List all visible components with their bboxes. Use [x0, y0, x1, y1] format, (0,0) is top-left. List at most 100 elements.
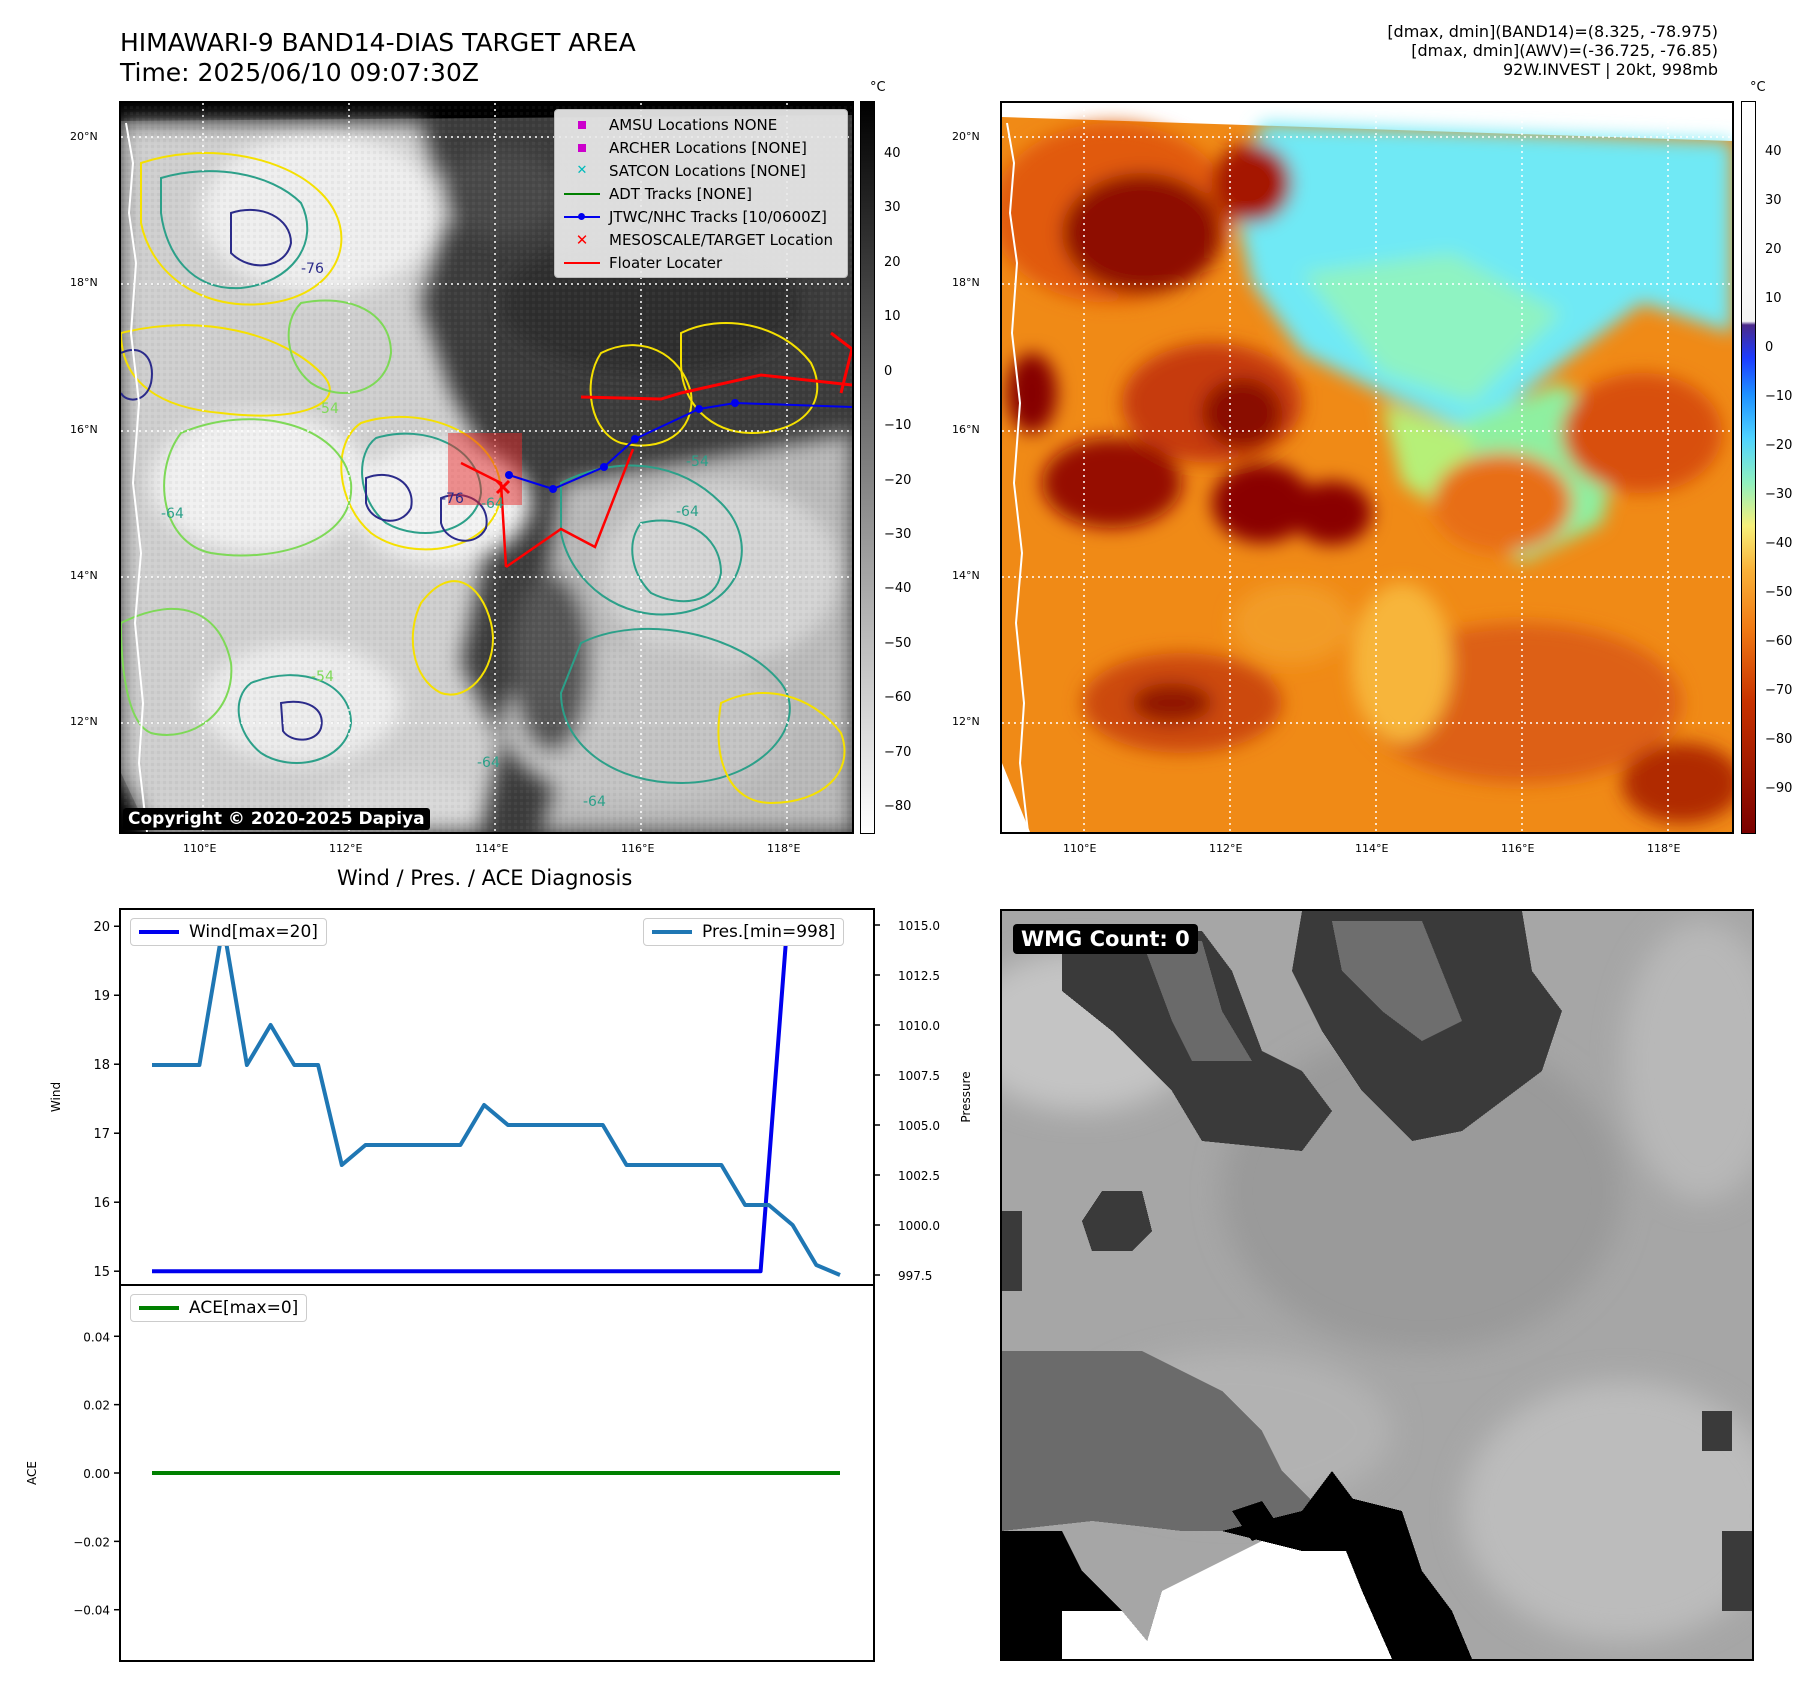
colorbar-tick: −60	[884, 690, 912, 705]
lat-tick: 12°N	[952, 715, 980, 728]
lat-tick: 14°N	[70, 569, 98, 582]
colorbar-tick: −40	[884, 581, 912, 596]
lat-tick: 14°N	[952, 569, 980, 582]
lat-tick: 20°N	[952, 130, 980, 143]
floater-locater-line	[580, 373, 852, 401]
colorbar-tick: −90	[1765, 781, 1793, 796]
ace-line-swatch-icon	[139, 1306, 179, 1310]
pressure-legend-label: Pres.[min=998]	[702, 922, 836, 942]
contour-label: -64	[477, 755, 500, 771]
wind-axis-label: Wind	[49, 1082, 63, 1112]
wmg-count-label: WMG Count: 0	[1013, 924, 1198, 954]
jtwc-track-points	[505, 399, 739, 493]
legend-label: ADT Tracks [NONE]	[609, 184, 753, 203]
wind-legend: Wind[max=20]	[130, 918, 327, 946]
wind-tick-label: 19	[93, 989, 110, 1004]
awv-stats: [dmax, dmin](AWV)=(-36.725, -76.85)	[1411, 41, 1718, 60]
wind-tick-label: 18	[93, 1058, 110, 1073]
lon-tick: 112°E	[1209, 842, 1243, 855]
colorbar-tick: −30	[1765, 487, 1793, 502]
contour-label: -64	[481, 496, 504, 512]
right-colorbar	[1741, 101, 1756, 834]
lon-tick: 112°E	[329, 842, 363, 855]
ace-legend: ACE[max=0]	[130, 1294, 308, 1322]
colorbar-tick: 0	[1765, 340, 1774, 355]
right-colorbar-unit: °C	[1750, 80, 1766, 95]
legend-item-satcon: ✕ SATCON Locations [NONE]	[555, 159, 847, 182]
wind-line-swatch-icon	[139, 930, 179, 934]
colorbar-tick: 0	[884, 364, 893, 379]
wind-series-line	[152, 924, 840, 1274]
ace-tick-label: 0.00	[83, 1467, 110, 1481]
wind-tick-label: 15	[93, 1265, 110, 1280]
pressure-tick-label: 1002.5	[898, 1169, 940, 1183]
lat-tick: 12°N	[70, 715, 98, 728]
series-lines	[152, 923, 841, 1475]
colorbar-tick: 10	[884, 309, 901, 324]
stats-block: [dmax, dmin](BAND14)=(8.325, -78.975) [d…	[1387, 22, 1718, 79]
contour-label: -76	[441, 491, 464, 507]
contour-label: -76	[301, 261, 324, 277]
line-icon	[563, 261, 601, 264]
pressure-tick-label: 1012.5	[898, 969, 940, 983]
contour-labels: -76 -64 -54 -64 -54 -64 -64 -54 -76 -64	[161, 261, 709, 810]
copyright-label: Copyright © 2020-2025 Dapiya	[123, 808, 430, 830]
pressure-tick-label: 1005.0	[898, 1119, 940, 1133]
legend-item-adt: ADT Tracks [NONE]	[555, 182, 847, 205]
left-colorbar	[860, 101, 875, 834]
wind-pressure-axes	[119, 908, 875, 1286]
legend-label: SATCON Locations [NONE]	[609, 161, 806, 180]
contour-label: -54	[311, 669, 334, 685]
lon-tick: 116°E	[621, 842, 655, 855]
pressure-series-line	[152, 923, 841, 1277]
contour-label: -54	[686, 454, 709, 470]
colorbar-tick: 20	[1765, 242, 1782, 257]
wmg-panel: WMG Count: 0	[1000, 909, 1754, 1661]
timestamp: Time: 2025/06/10 09:07:30Z	[120, 58, 479, 87]
pressure-axis-label: Pressure	[959, 1071, 973, 1122]
lon-tick: 118°E	[767, 842, 801, 855]
colorbar-tick: −50	[1765, 585, 1793, 600]
ace-legend-label: ACE[max=0]	[189, 1298, 299, 1318]
lon-tick: 114°E	[1355, 842, 1389, 855]
page-title: HIMAWARI-9 BAND14-DIAS TARGET AREA	[120, 28, 636, 57]
pressure-tick-label: 1000.0	[898, 1219, 940, 1233]
colorbar-tick: −20	[884, 473, 912, 488]
colorbar-tick: −40	[1765, 536, 1793, 551]
contour-label: -64	[676, 504, 699, 520]
colorbar-tick: 40	[1765, 144, 1782, 159]
lon-tick: 114°E	[475, 842, 509, 855]
square-marker-icon	[563, 120, 601, 129]
wind-yticks: 15 16 17 18 19 20	[93, 920, 120, 1280]
awv-map	[1000, 101, 1734, 834]
colorbar-tick: −80	[884, 799, 912, 814]
colorbar-tick: −10	[884, 418, 912, 433]
colorbar-tick: 30	[884, 200, 901, 215]
legend-item-archer: ARCHER Locations [NONE]	[555, 136, 847, 159]
colorbar-tick: −70	[1765, 683, 1793, 698]
wmg-imagery	[1002, 911, 1752, 1659]
pressure-tick-label: 1010.0	[898, 1019, 940, 1033]
ace-tick-label: 0.04	[83, 1330, 110, 1344]
colorbar-tick: −50	[884, 636, 912, 651]
lat-tick: 20°N	[70, 130, 98, 143]
awv-imagery	[1002, 103, 1732, 832]
map-gridlines	[121, 103, 852, 832]
line-dot-icon	[563, 213, 601, 220]
ace-axis-label: ACE	[25, 1461, 39, 1485]
legend-label: MESOSCALE/TARGET Location	[609, 230, 834, 249]
pressure-tick-label: 997.5	[898, 1269, 932, 1283]
legend-item-mesoscale: ✕ MESOSCALE/TARGET Location	[555, 228, 847, 251]
legend-item-amsu: AMSU Locations NONE	[555, 113, 847, 136]
legend-label: Floater Locater	[609, 253, 723, 272]
wind-tick-label: 20	[93, 920, 110, 935]
legend-item-floater: Floater Locater	[555, 251, 847, 274]
legend-label: AMSU Locations NONE	[609, 115, 778, 134]
band14-stats: [dmax, dmin](BAND14)=(8.325, -78.975)	[1387, 22, 1718, 41]
pressure-line-swatch-icon	[652, 930, 692, 934]
target-box	[448, 433, 522, 505]
colorbar-tick: −60	[1765, 634, 1793, 649]
lon-tick: 118°E	[1647, 842, 1681, 855]
diagnosis-title: Wind / Pres. / ACE Diagnosis	[337, 866, 633, 890]
wind-tick-label: 17	[93, 1127, 110, 1142]
